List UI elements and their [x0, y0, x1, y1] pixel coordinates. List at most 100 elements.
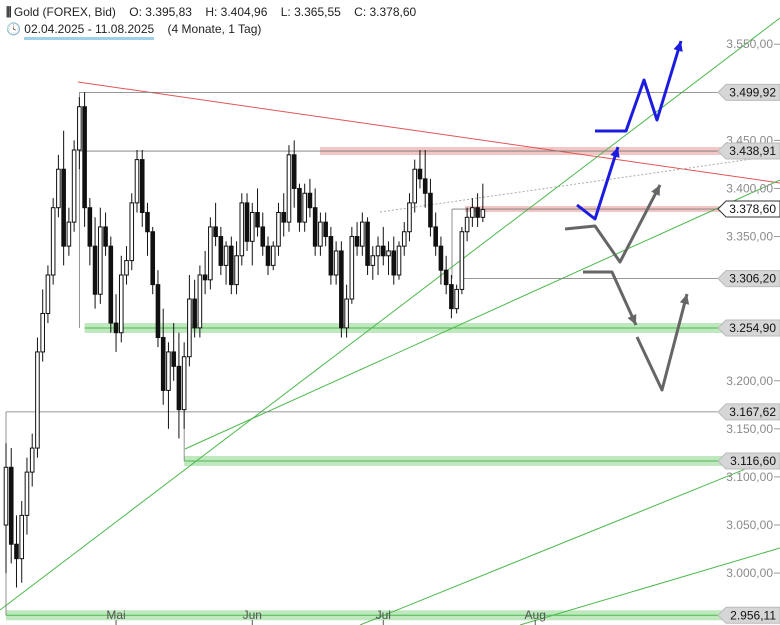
candle-body-47 [249, 212, 255, 242]
candle-body-71 [375, 245, 381, 257]
x-tick-label-1: Jun [243, 608, 262, 622]
candle-body-61 [323, 221, 328, 238]
instrument-name: Gold (FOREX, Bid) [13, 5, 116, 19]
candle-body-43 [229, 245, 234, 286]
level-label-5: 3.167,62 [729, 405, 776, 419]
candle-body-23 [124, 260, 129, 276]
date-range[interactable]: 02.04.2025 - 11.08.2025 [24, 22, 155, 40]
period-header: 🕓 02.04.2025 - 11.08.2025 (4 Monate, 1 T… [6, 22, 261, 40]
close-label: C: [354, 5, 367, 19]
y-tick-label-2: 3.400,00 [726, 181, 773, 195]
candle-body-51 [270, 245, 276, 266]
level-tag-4 [717, 319, 780, 337]
candle-body-74 [391, 250, 397, 276]
candle-body-36 [192, 298, 197, 329]
scenario-blue-arrow-1 [576, 146, 620, 221]
candle-body-59 [312, 207, 318, 247]
candle-body-52 [276, 212, 281, 247]
candle-body-40 [213, 226, 218, 238]
scenario-arrows-layer [564, 40, 690, 392]
candle-body-90 [475, 207, 480, 218]
candle-body-54 [286, 154, 292, 223]
candle-body-15 [82, 106, 87, 209]
level-label-7: 2.956,11 [730, 608, 776, 622]
level-tag-5 [717, 403, 780, 421]
candle-body-76 [401, 231, 407, 247]
candle-body-39 [208, 226, 213, 281]
candle-body-26 [139, 159, 145, 214]
scenario-blue-arrow-2-head [673, 41, 683, 52]
candle-body-75 [396, 245, 402, 276]
x-tick-label-3: Aug [525, 608, 546, 622]
x-tick-label-2: Jul [376, 608, 391, 622]
y-tick-label-0: 3.550,00 [726, 37, 773, 51]
candle-body-30 [160, 337, 166, 391]
scenario-blue-arrow-1-head [610, 147, 620, 158]
candle-body-81 [428, 192, 433, 228]
level-label-6: 3.116,60 [730, 454, 776, 468]
x-tick-label-0: Mai [106, 608, 125, 622]
candle-body-27 [145, 212, 150, 233]
candle-body-84 [443, 269, 449, 286]
candle-body-91 [480, 209, 486, 218]
y-tick-label-8: 3.000,00 [726, 566, 773, 580]
candle-body-17 [92, 245, 98, 295]
candle-body-45 [239, 202, 245, 257]
scenario-blue-arrow-2 [595, 40, 683, 133]
candle-body-32 [171, 351, 176, 367]
candle-body-73 [386, 250, 391, 257]
candle-body-42 [223, 245, 229, 266]
candle-body-78 [412, 168, 418, 204]
candle-body-5 [29, 447, 35, 473]
candle-body-10 [56, 168, 61, 209]
candle-body-85 [449, 284, 454, 310]
candle-body-72 [380, 245, 386, 257]
candle-body-64 [339, 250, 344, 329]
time-axis: Mai Jun Jul Aug [106, 608, 546, 625]
candle-body-31 [166, 351, 171, 391]
candle-body-4 [24, 471, 30, 516]
candle-body-89 [470, 207, 475, 218]
candle-body-2 [14, 543, 19, 560]
level-label-0: 3.499,92 [729, 85, 776, 99]
level-tag-6 [717, 452, 780, 470]
candle-body-38 [202, 274, 208, 281]
candle-body-77 [407, 202, 412, 233]
candle-body-69 [365, 221, 370, 266]
candle-body-11 [61, 168, 66, 247]
clock-icon: 🕓 [6, 22, 21, 36]
candle-body-7 [40, 312, 45, 353]
chart-header: ⫼ Gold (FOREX, Bid) O: 3.395,83 H: 3.404… [6, 5, 416, 20]
candle-body-57 [302, 192, 307, 223]
candle-body-65 [344, 298, 349, 329]
level-tag-0 [717, 83, 780, 101]
level-tag-2 [717, 200, 780, 218]
candle-body-34 [181, 356, 187, 411]
candle-body-53 [281, 212, 287, 223]
low-value: 3.365,55 [294, 5, 341, 19]
candle-body-86 [454, 288, 459, 310]
candle-body-44 [234, 255, 239, 286]
bars-icon: ⫼ [6, 5, 11, 19]
candle-body-58 [307, 192, 313, 209]
scenario-gray-arrow-2 [583, 270, 638, 326]
level-tag-7 [717, 606, 780, 624]
scenario-gray-arrow-1 [564, 184, 662, 264]
candle-body-83 [438, 245, 444, 271]
open-label: O: [129, 5, 142, 19]
candle-body-20 [108, 245, 114, 324]
level-label-2: 3.378,60 [729, 202, 776, 216]
candle-body-35 [187, 298, 192, 358]
candle-body-0 [3, 466, 9, 526]
candle-body-49 [260, 226, 266, 247]
candle-body-55 [291, 154, 297, 189]
candle-body-3 [19, 514, 25, 560]
scenario-gray-arrow-2-head [627, 314, 637, 325]
close-value: 3.378,60 [369, 5, 417, 19]
level-label-3: 3.306,20 [729, 272, 776, 286]
candle-body-16 [87, 207, 93, 247]
dotted-trendline [379, 154, 780, 213]
candle-body-50 [265, 245, 271, 266]
candle-body-12 [66, 221, 72, 247]
